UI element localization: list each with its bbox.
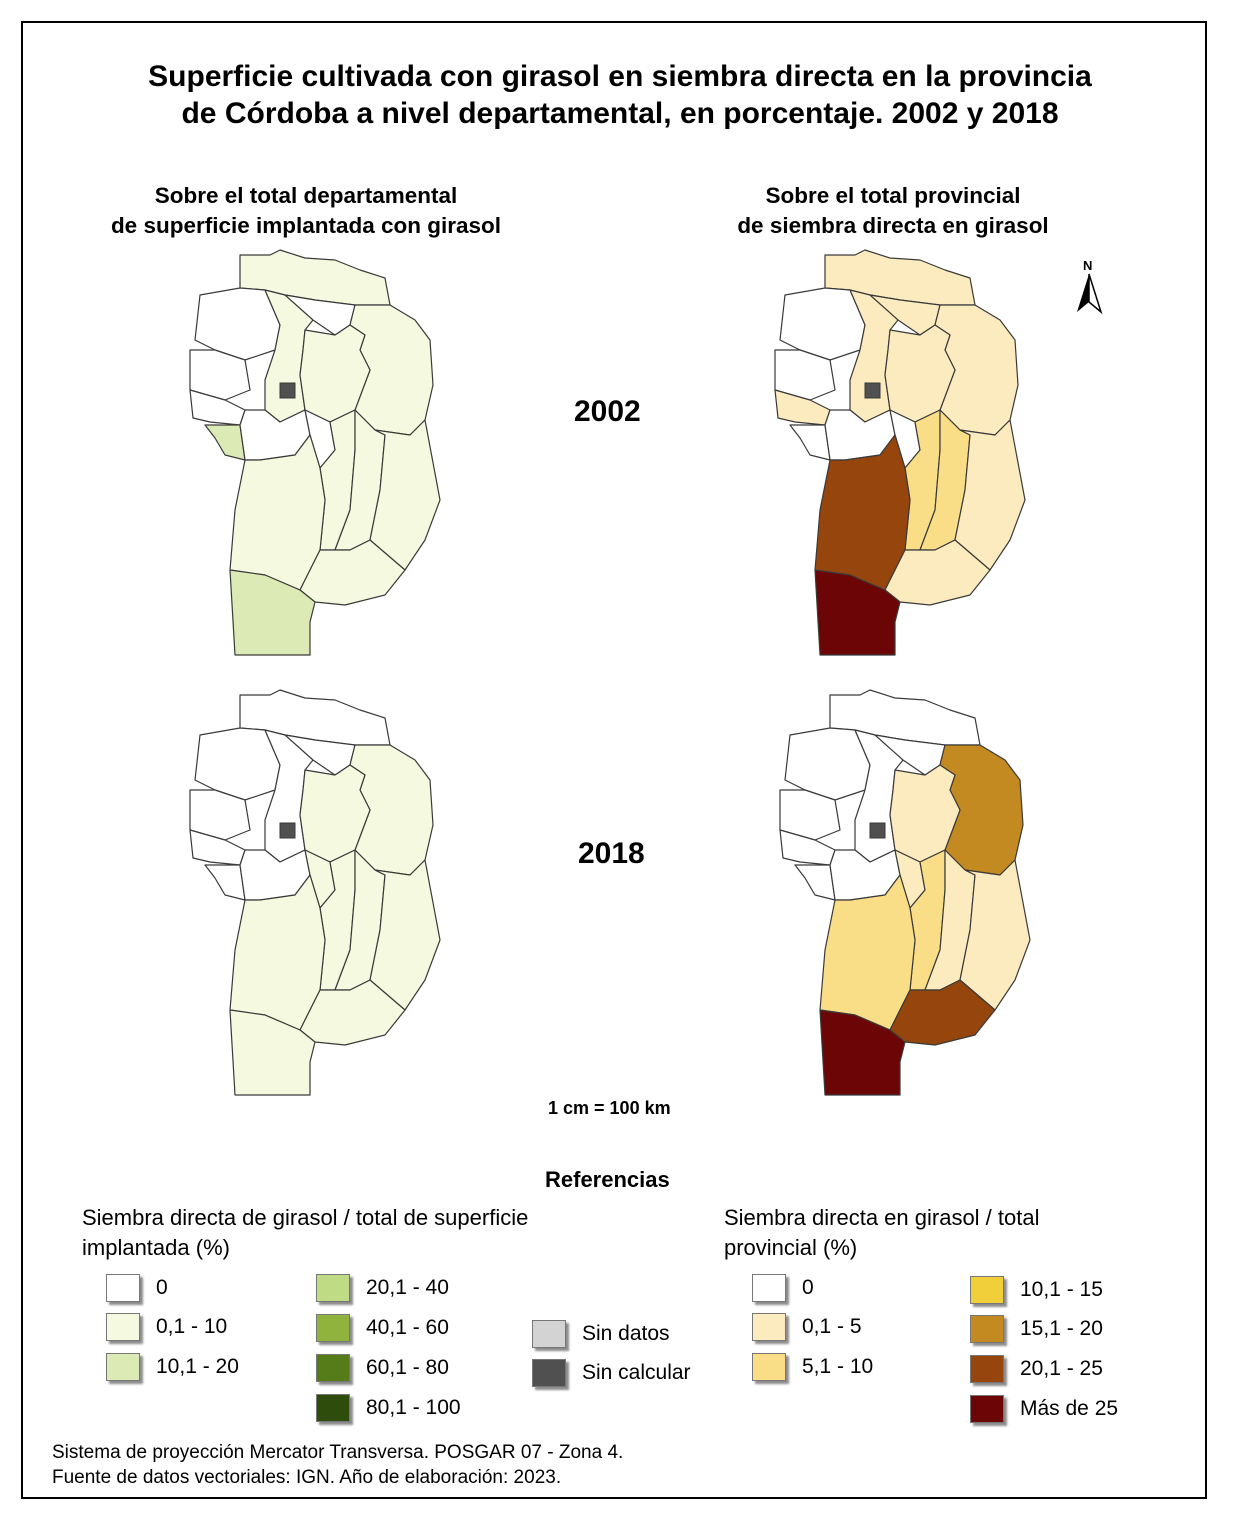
- capital-square: [279, 822, 296, 839]
- map-frame: [21, 21, 1207, 1499]
- legend-right-label: Más de 25: [1020, 1397, 1119, 1420]
- references-title: Referencias: [545, 1167, 670, 1192]
- dept-strip-3: [954, 419, 1026, 571]
- dept-south: [299, 979, 406, 1046]
- dept-strip-3: [369, 859, 441, 1011]
- map-2018-departmental-departments: [189, 689, 441, 1096]
- dept-sw-small: [789, 424, 831, 461]
- north-arrow-icon: [1077, 273, 1103, 315]
- capital-square: [869, 822, 886, 839]
- legend-right-swatch: [752, 1274, 786, 1302]
- year-label-2002: 2002: [574, 395, 641, 428]
- map-2002-departmental: [189, 249, 441, 656]
- legend-right-swatch: [752, 1313, 786, 1341]
- legend-right-label: 20,1 - 25: [1020, 1357, 1103, 1380]
- legend-right-label: 5,1 - 10: [802, 1355, 874, 1378]
- dept-mid: [889, 764, 961, 863]
- dept-south: [299, 539, 406, 606]
- map-2002-departmental-departments: [189, 249, 441, 656]
- legend-left-swatch: [316, 1274, 350, 1302]
- legend-left-title-line-1: Siembra directa de girasol / total de su…: [82, 1205, 529, 1230]
- legend-left-label: 60,1 - 80: [366, 1356, 449, 1379]
- title-line-2: de Córdoba a nivel departamental, en por…: [181, 97, 1059, 130]
- dept-southmost: [814, 569, 901, 656]
- legend-left-swatch: [316, 1354, 350, 1382]
- legend-right-label: 0: [802, 1276, 814, 1299]
- dept-nw-west: [779, 287, 866, 361]
- dept-nw-west: [784, 727, 871, 801]
- dept-sw-small: [794, 864, 836, 901]
- dept-sw-small: [204, 424, 246, 461]
- map-2018-provincial: [779, 689, 1031, 1096]
- legend-right-swatch: [970, 1355, 1004, 1383]
- legend-right-swatch: [970, 1395, 1004, 1423]
- dept-mid: [299, 764, 371, 863]
- right-column-title-line-1: Sobre el total provincial: [765, 183, 1021, 208]
- north-label: N: [1083, 258, 1093, 273]
- dept-strip-3: [369, 419, 441, 571]
- legend-left-swatch: [106, 1353, 140, 1381]
- legend-right-label: 10,1 - 15: [1020, 1278, 1103, 1301]
- dept-nw-west: [194, 287, 281, 361]
- legend-left-label: 40,1 - 60: [366, 1316, 449, 1339]
- dept-strip-3: [959, 859, 1031, 1011]
- footer: Sistema de proyección Mercator Transvers…: [52, 1440, 623, 1490]
- left-column-title: Sobre el total departamental de superfic…: [46, 181, 566, 241]
- legend-left-label: 0,1 - 10: [156, 1315, 228, 1338]
- capital-square: [864, 382, 881, 399]
- legend-left-label: 0: [156, 1276, 168, 1299]
- capital-square: [279, 382, 296, 399]
- legend-left-label: 10,1 - 20: [156, 1355, 239, 1378]
- legend-left-swatch: [316, 1394, 350, 1422]
- dept-southmost: [229, 569, 316, 656]
- legend-left-label: 80,1 - 100: [366, 1396, 461, 1419]
- dept-southmost: [819, 1009, 906, 1096]
- dept-sw-big: [229, 434, 326, 591]
- legend-right-swatch: [970, 1315, 1004, 1343]
- dept-mid: [884, 324, 956, 423]
- map-2018-departmental: [189, 689, 441, 1096]
- legend-left-swatch: [106, 1274, 140, 1302]
- legend-right-swatch: [970, 1276, 1004, 1304]
- map-2002-provincial: [774, 249, 1026, 656]
- legend-left-swatch: [316, 1314, 350, 1342]
- footer-line-1: Sistema de proyección Mercator Transvers…: [52, 1442, 624, 1463]
- legend-mid-label: Sin calcular: [582, 1361, 691, 1384]
- dept-southmost: [229, 1009, 316, 1096]
- page-title: Superficie cultivada con girasol en siem…: [60, 58, 1180, 132]
- dept-sw-big: [819, 874, 916, 1031]
- legend-right-title-line-1: Siembra directa en girasol / total: [724, 1205, 1040, 1230]
- title-line-1: Superficie cultivada con girasol en siem…: [148, 60, 1092, 93]
- footer-line-2: Fuente de datos vectoriales: IGN. Año de…: [52, 1467, 562, 1488]
- map-2018-provincial-departments: [779, 689, 1031, 1096]
- map-2002-provincial-departments: [774, 249, 1026, 656]
- dept-south: [889, 979, 996, 1046]
- legend-left-label: 20,1 - 40: [366, 1276, 449, 1299]
- legend-left-swatch: [106, 1313, 140, 1341]
- right-column-title-line-2: de siembra directa en girasol: [737, 213, 1049, 238]
- dept-sw-big: [814, 434, 911, 591]
- legend-left-title: Siembra directa de girasol / total de su…: [82, 1203, 528, 1263]
- legend-right-label: 0,1 - 5: [802, 1315, 862, 1338]
- dept-sw-big: [229, 874, 326, 1031]
- dept-south: [884, 539, 991, 606]
- legend-mid-label: Sin datos: [582, 1322, 670, 1345]
- legend-mid-swatch: [532, 1320, 566, 1348]
- legend-left-title-line-2: implantada (%): [82, 1235, 230, 1260]
- left-column-title-line-2: de superficie implantada con girasol: [110, 213, 502, 238]
- legend-right-label: 15,1 - 20: [1020, 1317, 1103, 1340]
- year-label-2018: 2018: [578, 837, 645, 870]
- legend-right-swatch: [752, 1353, 786, 1381]
- right-column-title: Sobre el total provincial de siembra dir…: [633, 181, 1153, 241]
- legend-right-title-line-2: provincial (%): [724, 1235, 858, 1260]
- dept-sw-small: [204, 864, 246, 901]
- scale-label: 1 cm = 100 km: [548, 1098, 671, 1118]
- legend-mid-swatch: [532, 1359, 566, 1387]
- dept-mid: [299, 324, 371, 423]
- left-column-title-line-1: Sobre el total departamental: [154, 183, 458, 208]
- dept-nw-west: [194, 727, 281, 801]
- legend-right-title: Siembra directa en girasol / total provi…: [724, 1203, 1040, 1263]
